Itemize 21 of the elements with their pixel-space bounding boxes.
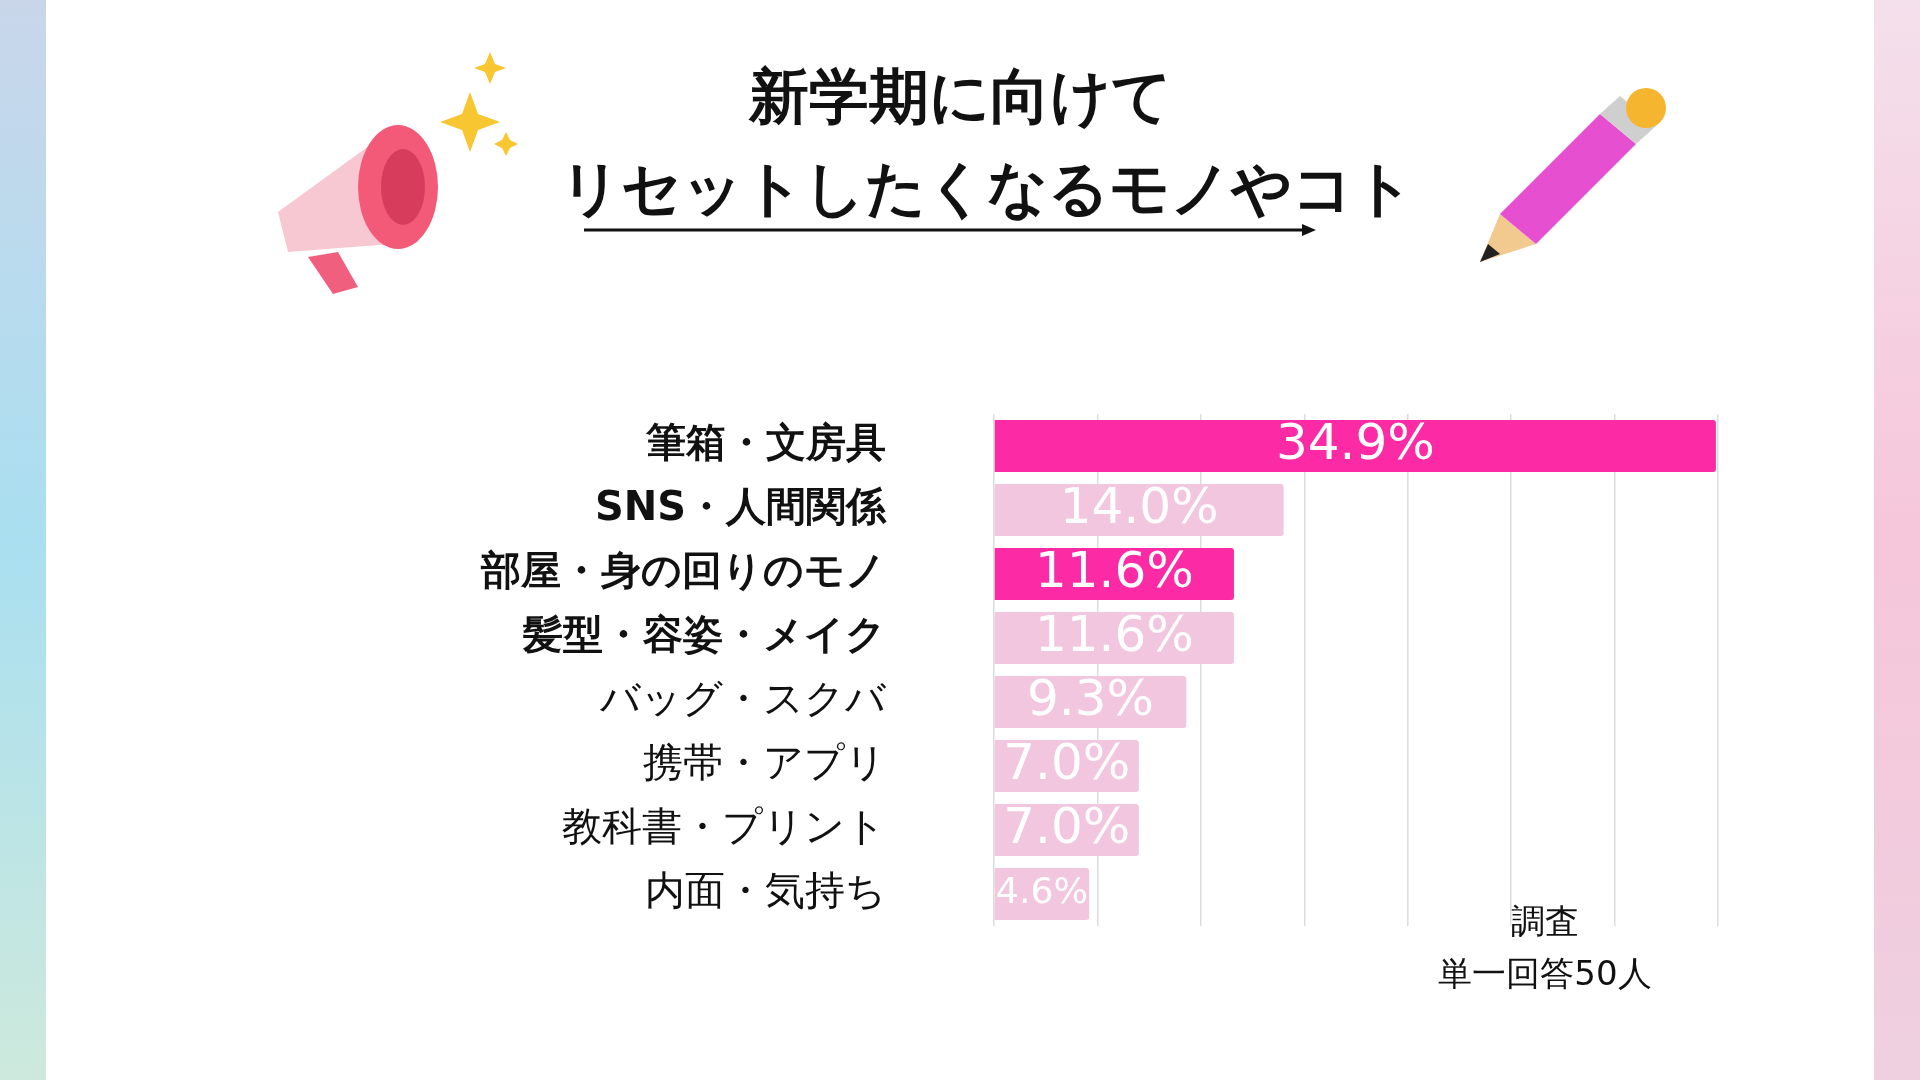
data-label: 9.3% [1027,668,1155,727]
chart-subtitle: リセットしたくなるモノやコト [560,152,1414,225]
data-label: 7.0% [1003,732,1131,791]
data-label: 4.6% [995,869,1089,913]
y-tick-label: 部屋・身の回りのモノ [480,547,886,594]
y-tick-label: 髪型・容姿・メイク [522,611,886,658]
data-label: 34.9% [1275,412,1435,471]
data-label: 11.6% [1034,604,1194,663]
bar [994,420,1716,472]
y-tick-label: 携帯・アプリ [643,739,886,786]
y-tick-label: 内面・気持ち [645,867,886,914]
y-tick-label: SNS・人間関係 [594,483,887,530]
annotation: 調査 [1510,900,1580,943]
data-label: 11.6% [1034,540,1194,599]
y-tick-label: 筆箱・文房具 [645,419,886,466]
data-label: 7.0% [1003,796,1131,855]
chart-title: 新学期に向けて [747,60,1173,133]
data-label: 14.0% [1059,476,1219,535]
text: 単一回答50人 [1437,952,1653,995]
y-tick-label: バッグ・スクバ [599,675,887,722]
y-tick-label: 教科書・プリント [562,803,886,850]
